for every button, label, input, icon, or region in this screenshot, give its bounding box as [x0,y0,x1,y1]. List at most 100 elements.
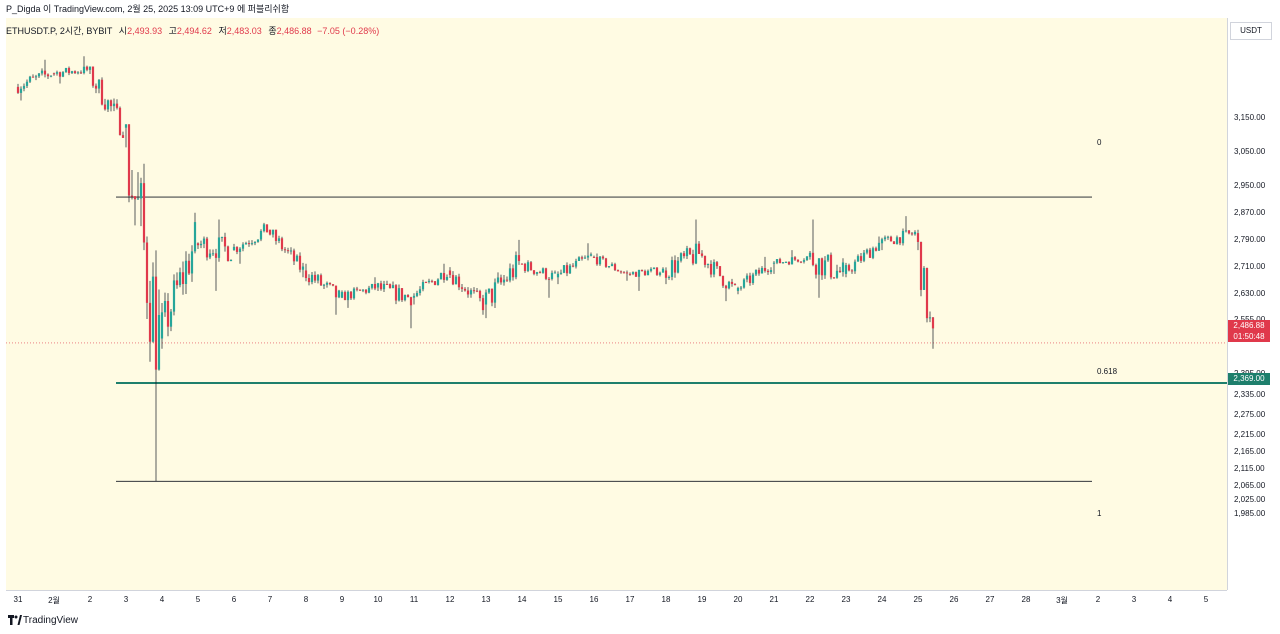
candle-body [373,284,377,289]
fib-level-1-label: 1 [1097,509,1102,518]
candle-body [361,289,365,291]
candle-body [610,264,614,267]
candle-body [406,295,410,298]
candle-body [115,103,119,108]
candle-body [553,272,557,274]
candle-body [916,233,920,242]
candle-body [112,103,116,107]
time-tick: 3 [123,595,129,604]
candle-body [379,283,383,290]
candle-body [427,280,431,283]
candle-body [508,268,512,281]
candle-body [613,264,617,271]
candle-body [664,270,668,278]
candle-body [208,253,212,258]
candle-body [190,251,194,274]
candle-body [94,85,98,89]
candle-body [556,273,560,278]
candle-body [40,70,44,74]
candle-body [133,196,137,200]
candle-body [505,279,509,281]
price-tick: 2,790.00 [1234,234,1266,244]
candle-body [502,279,506,283]
time-tick: 13 [481,595,491,604]
candle-body [430,280,434,282]
candle-body [598,256,602,265]
candle-body [217,237,221,258]
candle-body [343,292,347,301]
close-value: 2,486.88 [276,26,312,36]
candle-body [586,255,590,258]
time-tick: 7 [267,595,273,604]
candle-body [877,242,881,251]
candle-body [715,262,719,267]
candle-body [547,278,551,280]
candle-body [178,272,182,286]
candle-body [289,250,293,252]
candle-body [862,252,866,261]
candle-body [82,66,86,74]
chart-area[interactable] [6,18,1227,590]
candle-body [823,260,827,276]
candle-body [394,285,398,301]
candle-body [739,287,743,289]
time-tick: 5 [195,595,201,604]
currency-unit[interactable]: USDT [1230,22,1272,40]
candle-body [721,275,725,286]
candle-body [319,275,323,286]
time-axis[interactable] [6,590,1227,609]
candle-body [262,224,266,232]
symbol-label[interactable]: ETHUSDT.P, 2시간, BYBIT [6,26,113,36]
price-tick: 2,555.00 [1234,315,1265,324]
candle-body [241,244,245,249]
candle-body [829,254,833,278]
level-price-badge: 2,369.00 [1228,373,1270,385]
candle-body [199,243,203,246]
candle-body [328,282,332,285]
price-tick: 2,275.00 [1234,410,1266,419]
candle-body [919,241,923,290]
candle-body [523,263,527,271]
price-tick: 2,710.00 [1234,262,1266,272]
candle-body [253,241,257,244]
time-tick: 24 [877,595,887,604]
candle-body [409,297,413,306]
candle-body [349,291,353,299]
candle-body [592,256,596,258]
high-value: 2,494.62 [176,26,212,36]
candle-body [703,255,707,265]
price-tick: 2,165.00 [1234,447,1266,457]
candle-body [646,270,650,276]
candle-body [652,267,656,269]
candle-body [748,275,752,283]
candle-body [52,73,56,75]
candle-body [397,288,401,301]
candle-body [460,287,464,289]
candle-body [625,272,629,274]
candle-body [490,288,494,303]
price-tick: 2,025.00 [1234,495,1266,504]
candle-body [757,269,761,274]
candle-body [247,243,251,245]
tradingview-logo-icon [8,615,22,625]
candle-body [454,276,458,285]
candle-body [796,259,800,262]
candle-body [856,256,860,262]
candle-body [31,76,35,78]
candlestick-chart[interactable] [6,18,1227,590]
candle-body [565,265,569,274]
candle-body [307,277,311,283]
candle-body [766,270,770,273]
candle-body [619,271,623,273]
candle-body [868,249,872,258]
candle-body [415,293,419,296]
candle-body [706,263,710,265]
time-tick: 2월 [48,596,60,605]
price-axis[interactable] [1227,18,1280,590]
candle-body [301,266,305,270]
time-tick: 26 [949,595,959,604]
candle-body [19,88,23,93]
candle-body [160,312,164,339]
candle-body [22,85,26,89]
candle-body [517,255,521,261]
